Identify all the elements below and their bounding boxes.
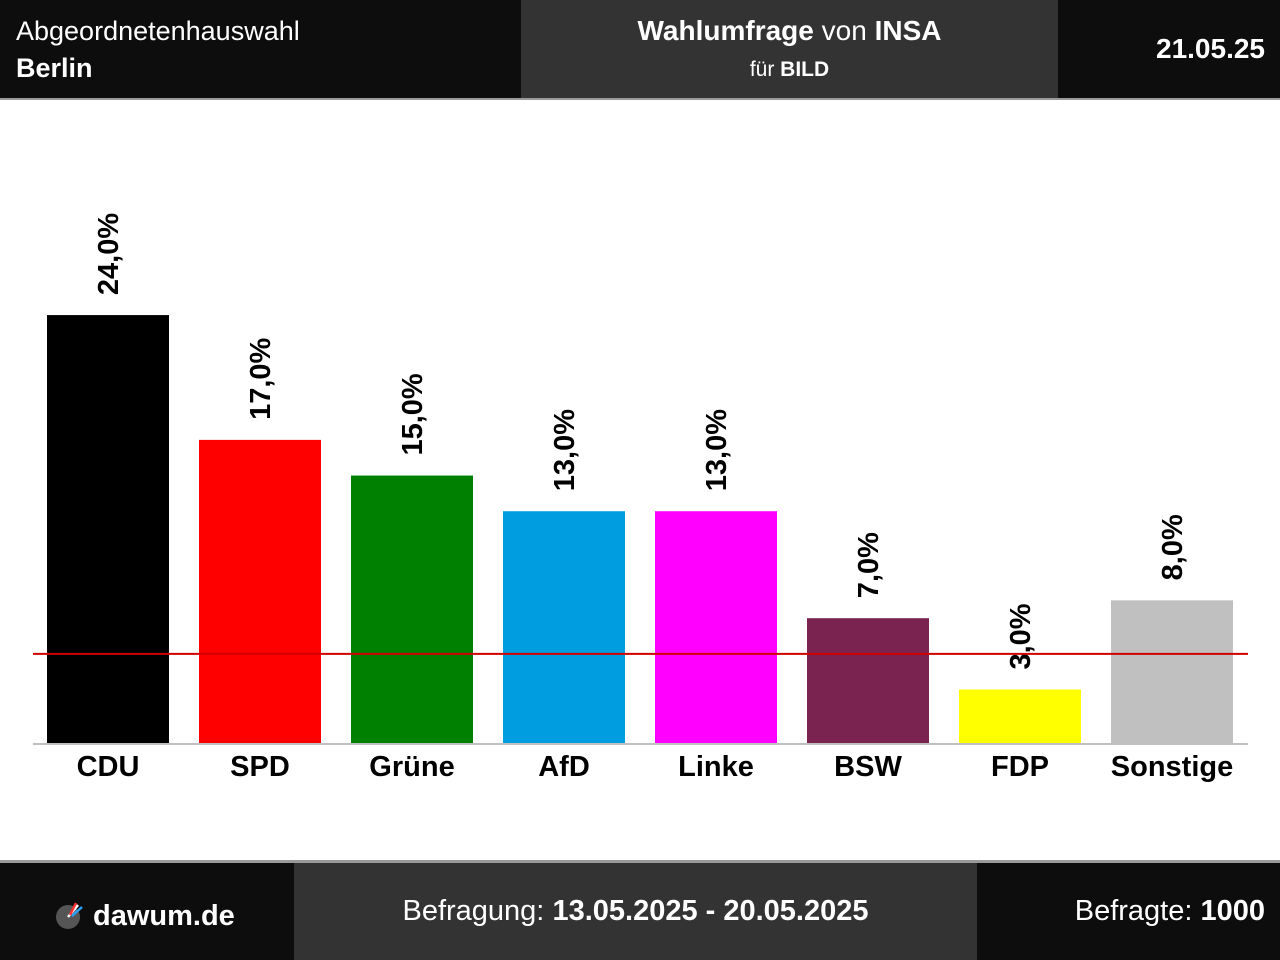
footer-divider	[0, 860, 1280, 863]
dawum-logo-icon	[56, 902, 83, 929]
footer-respondents: Befragte: 1000	[977, 863, 1280, 960]
category-label-linke: Linke	[678, 751, 754, 783]
bar-sonstige	[1111, 600, 1233, 743]
header-date-box: 21.05.25	[1058, 0, 1280, 98]
header: Abgeordnetenhauswahl Berlin Wahlumfrage …	[0, 0, 1280, 98]
poll-client: für BILD	[521, 58, 1058, 82]
bar-afd	[503, 511, 625, 743]
footer-brand[interactable]: dawum.de	[0, 863, 294, 960]
period-label: Befragung:	[402, 895, 545, 927]
value-label-fdp: 3,0%	[1005, 603, 1037, 669]
bar-linke	[655, 511, 777, 743]
value-label-linke: 13,0%	[701, 409, 733, 491]
poll-title: Wahlumfrage von INSA	[521, 15, 1058, 47]
value-label-grüne: 15,0%	[397, 373, 429, 455]
period-text: Befragung: 13.05.2025 - 20.05.2025	[294, 895, 977, 928]
bar-spd	[199, 439, 321, 743]
bar-grüne	[351, 475, 473, 743]
bar-chart: 24,0% CDU 17,0% SPD 15,0% Grüne 13,0% AfD 13,0% L…	[33, 213, 1248, 783]
poll-client-prefix: für	[749, 58, 775, 81]
value-label-spd: 17,0%	[245, 337, 277, 419]
footer: dawum.de Befragung: 13.05.2025 - 20.05.2…	[0, 860, 1280, 960]
bar-cdu	[47, 315, 169, 743]
category-label-afd: AfD	[538, 751, 590, 783]
poll-institute: INSA	[874, 15, 942, 46]
header-poll-info: Wahlumfrage von INSA für BILD	[521, 0, 1058, 98]
value-label-afd: 13,0%	[549, 409, 581, 491]
poll-title-von: von	[821, 15, 867, 46]
poll-date: 21.05.25	[1156, 33, 1265, 64]
category-label-spd: SPD	[230, 751, 290, 783]
category-label-fdp: FDP	[991, 751, 1049, 783]
value-label-sonstige: 8,0%	[1157, 514, 1189, 580]
site-name: dawum.de	[93, 900, 235, 932]
category-label-grüne: Grüne	[369, 751, 454, 783]
value-label-cdu: 24,0%	[93, 213, 125, 295]
respondents-label: Befragte:	[1074, 895, 1193, 927]
respondents-text: Befragte: 1000	[1075, 895, 1265, 928]
footer-period: Befragung: 13.05.2025 - 20.05.2025	[294, 863, 977, 960]
bar-bsw	[807, 618, 929, 743]
category-label-bsw: BSW	[834, 751, 902, 783]
period-value: 13.05.2025 - 20.05.2025	[552, 895, 869, 927]
poll-title-word: Wahlumfrage	[637, 15, 814, 46]
respondents-value: 1000	[1200, 895, 1265, 927]
poll-client-name: BILD	[780, 58, 830, 81]
header-election: Abgeordnetenhauswahl Berlin	[0, 0, 521, 98]
election-region: Berlin	[16, 53, 93, 83]
header-divider	[0, 98, 1280, 100]
bar-fdp	[959, 689, 1081, 743]
category-label-sonstige: Sonstige	[1111, 751, 1233, 783]
category-label-cdu: CDU	[77, 751, 140, 783]
value-label-bsw: 7,0%	[853, 532, 885, 598]
election-type: Abgeordnetenhauswahl	[16, 16, 300, 46]
